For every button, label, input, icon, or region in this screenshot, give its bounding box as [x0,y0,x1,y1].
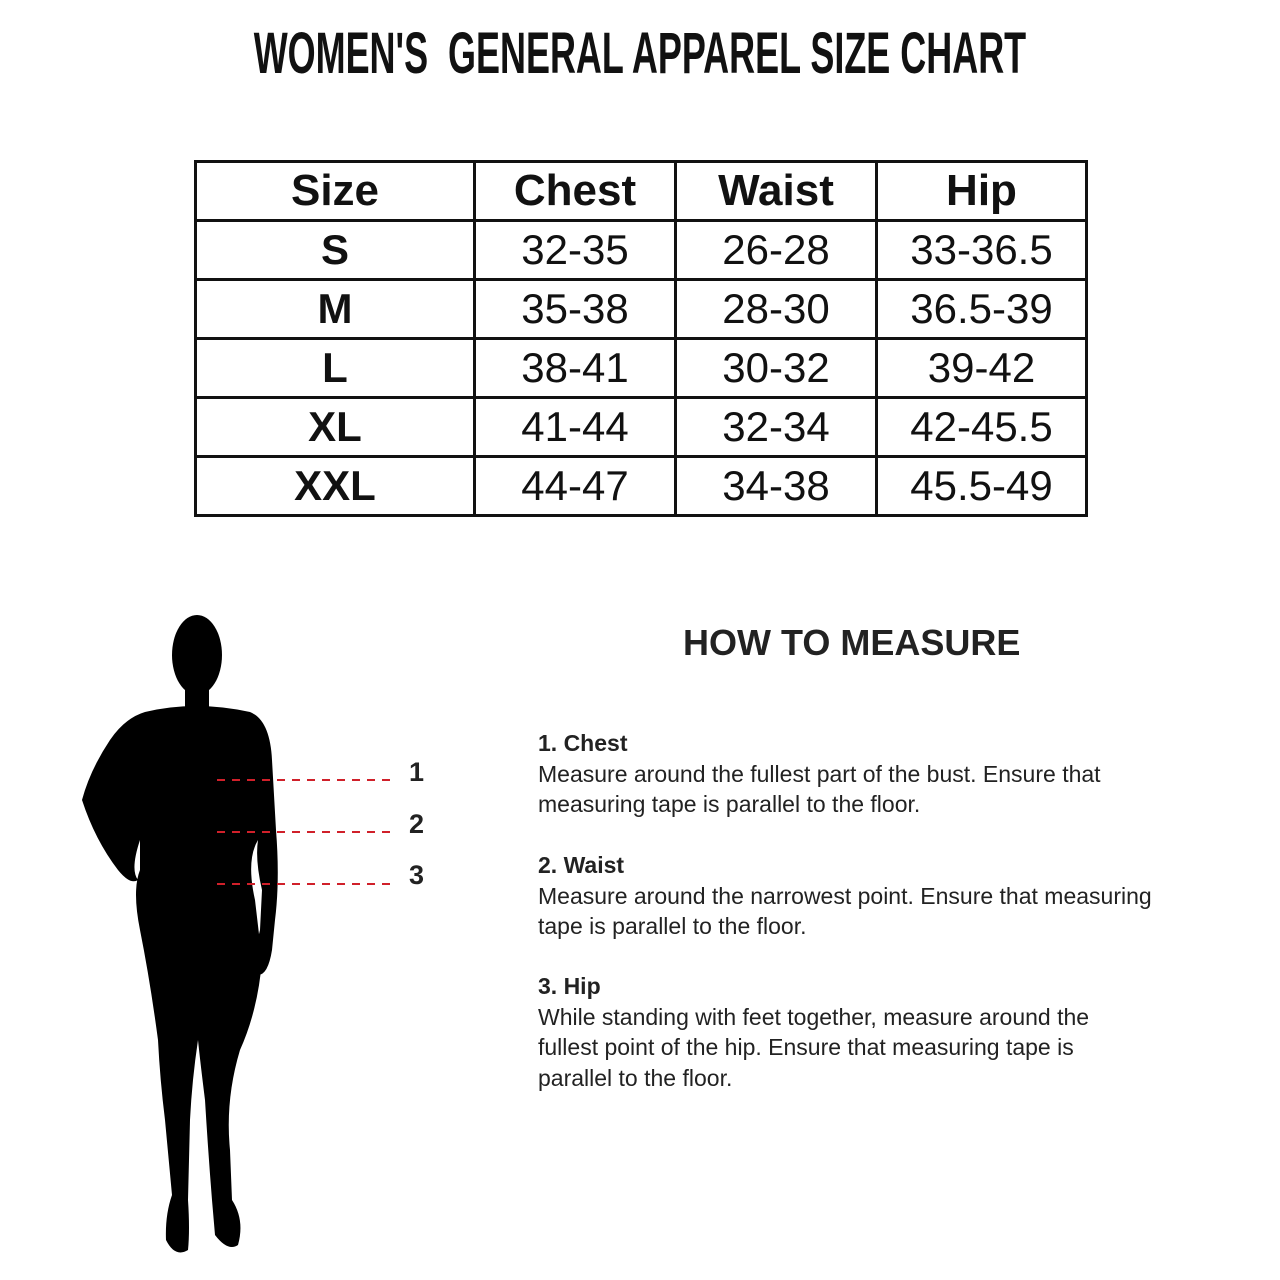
size-cell: XL [194,396,476,458]
chest-cell: 35-38 [473,278,677,340]
page-title: WOMEN'S GENERAL APPAREL SIZE CHART [253,21,1027,86]
chest-cell: 38-41 [473,337,677,399]
hip-cell: 39-42 [875,337,1088,399]
hip-cell: 33-36.5 [875,219,1088,281]
step-line: While standing with feet together, measu… [538,1003,1090,1030]
table-row: XL 41-44 32-34 42-45.5 [194,396,1088,458]
table-row: S 32-35 26-28 33-36.5 [194,219,1088,281]
step-title: 1. Chest [538,730,628,756]
chest-cell: 44-47 [473,455,677,517]
header-chest: Chest [473,160,677,222]
waist-cell: 28-30 [674,278,878,340]
step-hip: 3. Hip While standing with feet together… [538,971,1238,1093]
silhouette-icon [82,615,278,1253]
table-row: L 38-41 30-32 39-42 [194,337,1088,399]
step-line: tape is parallel to the floor. [538,913,807,939]
header-waist: Waist [674,160,878,222]
step-line: Measure around the fullest part of the b… [538,760,1101,787]
chest-cell: 32-35 [473,219,677,281]
size-cell: XXL [194,455,476,517]
step-title: 2. Waist [538,852,625,878]
step-chest: 1. Chest Measure around the fullest part… [538,728,1238,820]
header-hip: Hip [875,160,1088,222]
marker-3: 3 [409,860,425,890]
marker-1: 1 [409,757,425,787]
waist-cell: 32-34 [674,396,878,458]
waist-cell: 34-38 [674,455,878,517]
step-line: Measure around the narrowest point. Ensu… [538,882,1152,909]
hip-cell: 36.5-39 [875,278,1088,340]
step-line: parallel to the floor. [538,1064,733,1091]
woman-silhouette-figure [82,615,395,1253]
hip-cell: 45.5-49 [875,455,1088,517]
hip-cell: 42-45.5 [875,396,1088,458]
table-header-row: Size Chest Waist Hip [194,160,1088,222]
table-row: M 35-38 28-30 36.5-39 [194,278,1088,340]
step-line: fullest point of the hip. Ensure that me… [538,1034,1074,1060]
size-table: Size Chest Waist Hip S 32-35 26-28 33-36… [194,160,1088,517]
header-size: Size [194,160,476,222]
step-title: 3. Hip [538,973,601,999]
size-cell: S [194,219,476,281]
chest-cell: 41-44 [473,396,677,458]
how-to-measure-heading: HOW TO MEASURE [683,622,1021,663]
marker-2: 2 [409,809,425,839]
size-cell: M [194,278,476,340]
waist-cell: 26-28 [674,219,878,281]
size-cell: L [194,337,476,399]
table-row: XXL 44-47 34-38 45.5-49 [194,455,1088,517]
step-waist: 2. Waist Measure around the narrowest po… [538,850,1238,942]
step-line: measuring tape is parallel to the floor. [538,791,921,817]
waist-cell: 30-32 [674,337,878,399]
